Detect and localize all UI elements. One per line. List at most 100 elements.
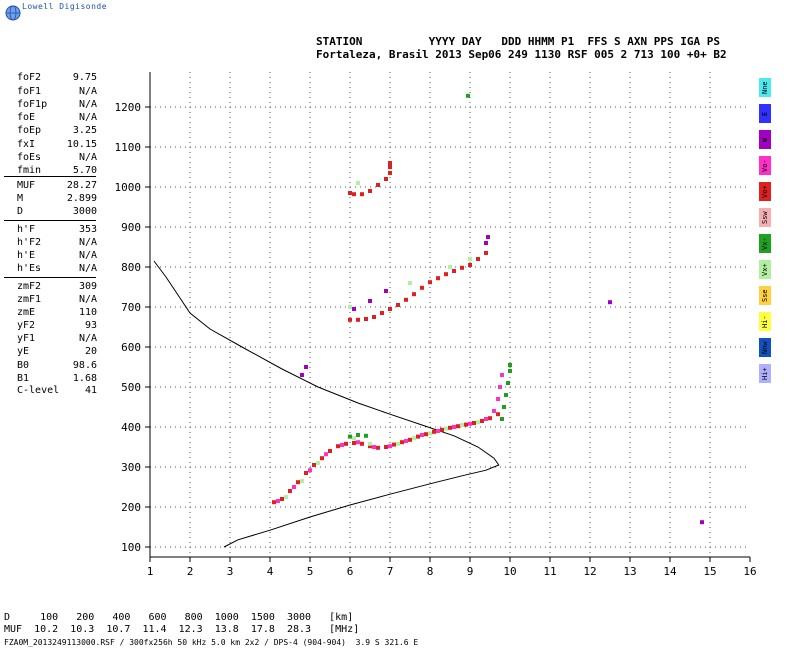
y-tick-label: 900 <box>121 221 141 234</box>
param-label: h'F <box>17 224 36 235</box>
echo-series <box>272 412 500 505</box>
echo-point <box>504 393 508 397</box>
echo-point <box>272 500 276 505</box>
param-row: yF1 N/A <box>17 333 97 345</box>
param-value: 41 <box>84 385 97 396</box>
param-row: M 2.899 <box>17 193 97 205</box>
param-value: N/A <box>78 112 97 123</box>
param-label: foEp <box>17 125 42 136</box>
legend-item: Sse <box>759 286 771 305</box>
param-separator <box>4 277 96 278</box>
echo-point <box>356 317 360 322</box>
param-row: h'E N/A <box>17 250 97 262</box>
param-row: zmF1 N/A <box>17 294 97 306</box>
echo-point <box>388 165 392 169</box>
param-row: fmin 5.70 <box>17 165 97 177</box>
param-label: foE <box>17 112 36 123</box>
echo-point <box>484 417 488 421</box>
param-value: 28.27 <box>66 180 97 191</box>
echo-point <box>432 429 436 434</box>
x-tick-label: 8 <box>427 565 434 578</box>
echo-points <box>272 93 704 525</box>
param-separator <box>4 220 96 221</box>
param-row: foEs N/A <box>17 152 97 164</box>
param-row: h'F 353 <box>17 224 97 236</box>
echo-point <box>312 463 316 467</box>
param-label: fxI <box>17 139 36 150</box>
echo-point <box>404 297 408 302</box>
echo-point <box>480 419 484 423</box>
echo-point <box>368 189 372 193</box>
echo-point <box>372 315 376 319</box>
echo-point <box>360 192 364 197</box>
param-label: zmF2 <box>17 281 42 292</box>
param-value: 98.6 <box>72 360 97 371</box>
echo-point <box>348 191 352 195</box>
echo-point <box>324 452 328 457</box>
x-tick-label: 7 <box>387 565 394 578</box>
param-value: N/A <box>78 152 97 163</box>
echo-series <box>348 363 512 439</box>
echo-point <box>352 192 356 197</box>
echo-point <box>508 369 512 373</box>
param-value: 9.75 <box>72 72 97 83</box>
echo-point <box>496 412 500 417</box>
param-label: B0 <box>17 360 30 371</box>
echo-series <box>348 161 392 197</box>
echo-point <box>400 440 404 445</box>
echo-series <box>300 235 490 377</box>
echo-point <box>416 434 420 439</box>
echo-point <box>368 444 372 449</box>
echo-point <box>352 307 356 311</box>
echo-point <box>376 183 380 187</box>
x-tick-label: 9 <box>467 565 474 578</box>
param-value: 353 <box>78 224 97 235</box>
echo-point <box>368 441 372 446</box>
echo-point <box>440 427 444 432</box>
echo-point <box>500 417 504 421</box>
echo-point <box>352 436 356 441</box>
param-row: h'Es N/A <box>17 263 97 275</box>
x-tick-label: 4 <box>267 565 274 578</box>
param-row: foEp 3.25 <box>17 125 97 137</box>
param-label: foF1 <box>17 86 42 97</box>
param-value: 3.25 <box>72 125 97 136</box>
param-label: C-level <box>17 385 60 396</box>
param-label: h'E <box>17 250 36 261</box>
param-value: 110 <box>78 307 97 318</box>
echo-point <box>464 422 468 427</box>
param-value: 10.15 <box>66 139 97 150</box>
y-tick-label: 500 <box>121 381 141 394</box>
lowell-logo-icon <box>5 5 21 21</box>
param-value: N/A <box>78 333 97 344</box>
echo-point <box>296 480 300 485</box>
echo-point <box>466 93 470 98</box>
x-tick-label: 16 <box>743 565 756 578</box>
param-row: foE N/A <box>17 112 97 124</box>
echo-point <box>496 397 500 401</box>
echo-point <box>300 479 304 483</box>
param-value: 309 <box>78 281 97 292</box>
legend-item: Nnw <box>759 338 771 357</box>
echo-point <box>340 443 344 447</box>
echo-point <box>420 433 424 437</box>
muf-row: MUF 10.2 10.3 10.7 11.4 12.3 13.8 17.8 2… <box>4 624 360 635</box>
echo-point <box>428 280 432 285</box>
echo-point <box>348 434 352 439</box>
param-value: N/A <box>78 237 97 248</box>
echo-point <box>460 265 464 270</box>
echo-point <box>380 311 384 315</box>
y-tick-label: 300 <box>121 461 141 474</box>
param-row: foF1 N/A <box>17 86 97 98</box>
x-tick-label: 5 <box>307 565 314 578</box>
x-tick-label: 13 <box>623 565 636 578</box>
y-tick-label: 700 <box>121 301 141 314</box>
echo-point <box>444 272 448 277</box>
echo-point <box>396 441 400 446</box>
echo-point <box>452 269 456 273</box>
echo-point <box>506 381 510 385</box>
param-label: yF2 <box>17 320 36 331</box>
param-value: N/A <box>78 263 97 274</box>
param-label: h'F2 <box>17 237 42 248</box>
echo-point <box>364 317 368 321</box>
